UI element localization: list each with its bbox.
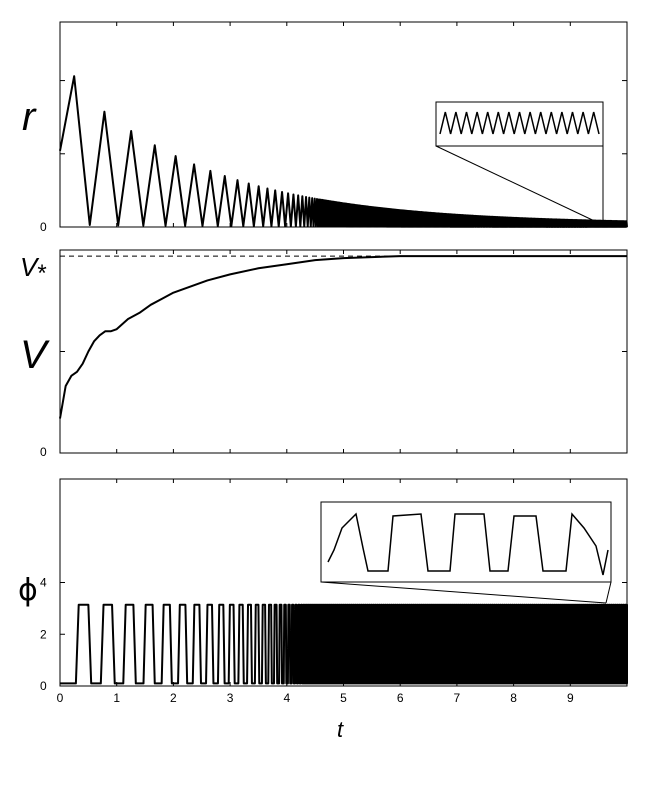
ticks-top (59, 22, 627, 228)
x-tick-label-4: 4 (283, 691, 290, 705)
y-axis-label-r: r (22, 95, 37, 139)
y-axis-label-phi: ϕ (18, 573, 38, 608)
inset-bottom-line (327, 512, 609, 576)
x-tick-label-5: 5 (340, 691, 347, 705)
y-tick-label-bottom-1: 2 (40, 627, 47, 641)
inset-bottom-connector-right (605, 581, 612, 604)
x-tick-label-9: 9 (567, 691, 574, 705)
y-tick-label-bottom-2: 4 (40, 576, 47, 590)
inset-bottom-frame (320, 501, 612, 583)
panel-middle: 0 V* V (20, 249, 628, 459)
y-tick-label-bottom-0: 0 (40, 679, 47, 693)
series-line-v (59, 255, 627, 419)
x-tick-label-7: 7 (454, 691, 461, 705)
y-tick-labels-bottom: 0 2 4 (40, 576, 47, 694)
axes-frame-middle (59, 249, 628, 454)
y-tick-label-top-0: 0 (40, 220, 47, 234)
panel-top: 0 r (22, 21, 628, 234)
y-tick-label-middle-0: 0 (40, 445, 47, 459)
x-tick-label-8: 8 (510, 691, 517, 705)
inset-top-frame (435, 101, 604, 147)
series-line-r (59, 75, 628, 228)
x-tick-label-6: 6 (397, 691, 404, 705)
inset-top (435, 101, 604, 226)
inset-bottom (320, 501, 612, 604)
x-tick-label-1: 1 (113, 691, 120, 705)
ticks-middle (59, 250, 627, 454)
x-axis-label-t: t (337, 717, 344, 742)
x-tick-labels-bottom: 0 1 2 3 4 5 6 7 8 9 (57, 691, 574, 705)
series-line-phi (60, 603, 628, 685)
panel-bottom: 0 2 4 0 1 2 3 4 5 6 7 8 9 ϕ t (18, 478, 628, 742)
x-tick-label-0: 0 (57, 691, 64, 705)
x-tick-label-2: 2 (170, 691, 177, 705)
x-tick-label-3: 3 (227, 691, 234, 705)
y-axis-label-v: V (20, 333, 50, 377)
inset-bottom-connector-left (320, 581, 607, 604)
inset-top-line (439, 111, 600, 135)
inset-top-connector-left (435, 145, 604, 226)
